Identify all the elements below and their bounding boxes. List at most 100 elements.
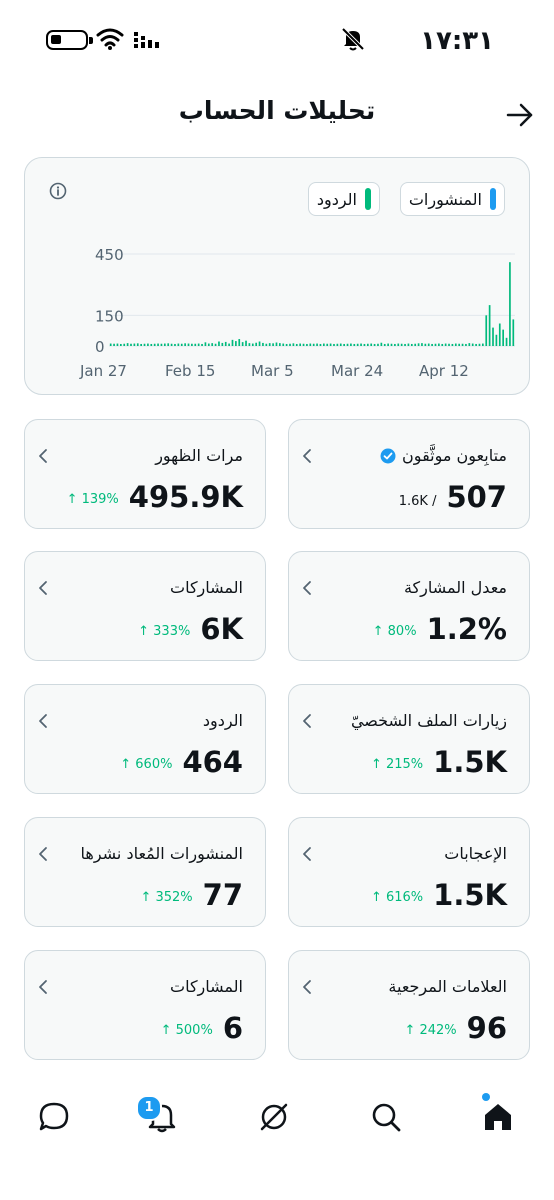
chart-bar [136, 343, 139, 346]
info-icon[interactable] [49, 182, 67, 200]
stat-label-text: الإعجابات [444, 844, 507, 863]
stat-card[interactable]: الردود 464 ↑ 660% [24, 684, 266, 794]
chart-bar [417, 343, 420, 346]
chevron-left-icon [303, 581, 311, 595]
search-icon[interactable] [370, 1101, 402, 1133]
x-tick-label: Mar 24 [331, 362, 383, 380]
bottom-nav: 1 [0, 1085, 554, 1149]
chart-bar [434, 343, 437, 346]
stat-card[interactable]: المنشورات المُعاد نشرها 77 ↑ 352% [24, 817, 266, 927]
chart-bar [448, 343, 450, 346]
chart-bar [218, 341, 220, 346]
chart-bar [353, 343, 356, 346]
chart-bar [295, 343, 298, 346]
stat-value: 6K [200, 612, 243, 646]
chart-bar [272, 343, 274, 346]
chart-bar [289, 343, 291, 346]
chart-bar [126, 343, 129, 346]
stat-card[interactable]: زيارات الملف الشخصيّ 1.5K ↑ 215% [288, 684, 530, 794]
chart-bar [163, 343, 166, 346]
chart-bar [224, 341, 227, 346]
home-icon[interactable] [482, 1101, 514, 1133]
chart-bar [231, 339, 234, 346]
stat-label-text: المشاركات [170, 977, 243, 996]
stat-label: الإعجابات [444, 844, 507, 863]
chart-bar [265, 343, 268, 346]
stat-value: 1.5K [433, 878, 507, 912]
chart-bar [468, 343, 471, 346]
x-tick-label: Feb 15 [165, 362, 215, 380]
stat-label: معدل المشاركة [404, 578, 507, 597]
chart-bar [482, 343, 484, 346]
chart-bar [133, 343, 136, 346]
stat-card[interactable]: متابِعون موثَّقون 507 1.6K / [288, 419, 530, 529]
stat-change: ↑ 215% [370, 757, 424, 772]
stat-value: 96 [466, 1011, 507, 1045]
chart-bar [377, 343, 379, 346]
chart-bar [285, 343, 288, 346]
chart-bar [498, 323, 501, 346]
chart-bar [241, 342, 244, 346]
chart-bar [326, 343, 329, 346]
chart-bar [363, 343, 366, 346]
stat-label: مرات الظهور [155, 446, 243, 465]
stat-label: زيارات الملف الشخصيّ [351, 711, 507, 730]
stat-label-text: العلامات المرجعية [388, 977, 507, 996]
signal-icon [134, 32, 159, 48]
chart-bar [350, 343, 352, 346]
notifications-badge: 1 [136, 1095, 162, 1121]
stat-card[interactable]: المشاركات 6K ↑ 333% [24, 551, 266, 661]
chart-bar [495, 334, 498, 346]
chart-bar [275, 342, 278, 346]
chevron-left-icon [39, 449, 47, 463]
header: تحليلات الحساب [0, 86, 554, 142]
chart-bar [157, 343, 159, 346]
chart-bar [475, 343, 477, 346]
chart-bar [492, 327, 494, 346]
verified-badge-icon [380, 448, 396, 463]
legend-replies-chip[interactable]: الردود [307, 182, 380, 216]
chart-bar [228, 343, 230, 346]
chart-bar [214, 343, 217, 346]
grok-icon[interactable] [258, 1101, 290, 1133]
stat-card[interactable]: الإعجابات 1.5K ↑ 616% [288, 817, 530, 927]
chart-bar [130, 343, 132, 346]
chart-bar [167, 343, 170, 346]
x-tick-label: Mar 5 [251, 362, 294, 380]
legend-posts-chip[interactable]: المنشورات [399, 182, 505, 216]
chart-bar [262, 342, 264, 346]
chevron-left-icon [39, 581, 47, 595]
chart-bar [410, 343, 413, 346]
back-arrow-icon[interactable] [506, 102, 534, 128]
chart-bar [299, 343, 301, 346]
chart-bar [407, 343, 410, 346]
chart-bar [431, 343, 433, 346]
stat-card[interactable]: معدل المشاركة 1.2% ↑ 80% [288, 551, 530, 661]
chart-bar [397, 343, 400, 346]
stat-card[interactable]: مرات الظهور 495.9K ↑ 139% [24, 419, 266, 529]
chart-bar [394, 343, 396, 346]
stat-label-text: زيارات الملف الشخصيّ [350, 711, 507, 730]
stat-value: 464 [182, 745, 243, 779]
chart-bar [383, 343, 386, 346]
chart-bar [116, 343, 119, 346]
posts-swatch [490, 188, 496, 210]
chart-bar [177, 343, 180, 346]
chart-bar [174, 343, 176, 346]
chart-bar [373, 343, 376, 346]
stat-card[interactable]: المشاركات 6 ↑ 500% [24, 950, 266, 1060]
messages-icon[interactable] [38, 1101, 70, 1133]
chart-bar [478, 343, 481, 346]
chart-bar [191, 343, 193, 346]
chart-bar [113, 343, 115, 346]
chart-bar [302, 343, 305, 346]
chart-bar [458, 343, 461, 346]
x-tick-label: Apr 12 [419, 362, 469, 380]
chart-bar [211, 343, 214, 346]
chart-bar [505, 337, 508, 346]
chart-bar [197, 343, 200, 346]
stat-change: ↑ 80% [372, 624, 417, 639]
chart-bar [255, 342, 258, 346]
stat-card[interactable]: العلامات المرجعية 96 ↑ 242% [288, 950, 530, 1060]
chart-bar [309, 343, 312, 346]
